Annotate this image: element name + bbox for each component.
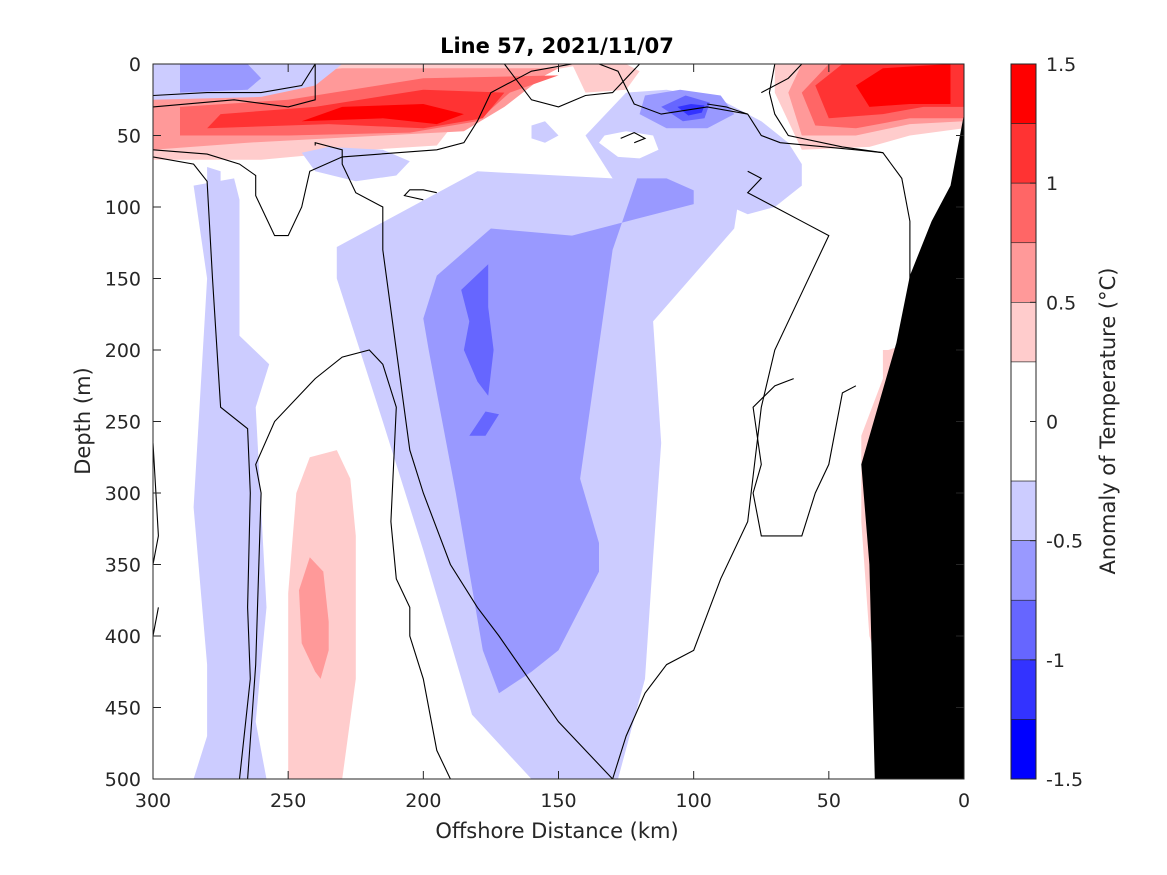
colorbar-band: [1010, 719, 1037, 780]
zero-contour-11: [598, 64, 964, 294]
colorbar-band: [1010, 302, 1037, 363]
y-tick-label: 150: [105, 269, 141, 291]
region-band-deep-blue-core: [461, 264, 494, 396]
region-band-top-red-left-5: [301, 104, 464, 125]
contour-regions: [153, 64, 964, 779]
y-tick-label: 450: [105, 698, 141, 720]
zero-contour-3: [153, 156, 251, 779]
zero-contour-lines: [153, 64, 964, 779]
colorbar-title: Anomaly of Temperature (°C): [1096, 268, 1120, 575]
colorbar-tick-label: -1.5: [1046, 769, 1083, 791]
y-tick-label: 400: [105, 626, 141, 648]
zero-contour-7: [503, 64, 640, 108]
region-band-top-blue-hole-2: [207, 167, 221, 186]
zero-contour-0: [153, 64, 316, 97]
colorbar-tick-label: 1.5: [1046, 54, 1076, 76]
y-axis: 0 50 100 150 200 250 300 350 400 450 500: [105, 54, 964, 791]
zero-contour-10: [403, 189, 437, 201]
x-tick-label: 200: [405, 790, 441, 812]
colorbar-band: [1010, 599, 1037, 661]
region-band-top-red-right-5: [855, 64, 951, 107]
y-tick-label: 350: [105, 555, 141, 577]
y-axis-title: Depth (m): [71, 367, 95, 474]
region-band-left-blue-column: [193, 178, 270, 779]
zero-contour-4: [153, 442, 159, 565]
x-tick-label: 150: [540, 790, 576, 812]
y-tick-label: 300: [105, 483, 141, 505]
zero-contour-5: [153, 607, 159, 637]
x-axis: 300 250 200 150 100 50 0: [135, 64, 970, 812]
y-tick-label: 500: [105, 769, 141, 791]
colorbar-band: [1010, 182, 1037, 244]
zero-contour-2: [153, 64, 573, 237]
colorbar-band: [1010, 480, 1037, 541]
y-tick-label: 0: [129, 54, 141, 76]
colorbar-tick-label: 0.5: [1046, 292, 1076, 314]
region-band-top-blue-left-2: [180, 64, 262, 93]
region-band-left-pink-inner: [299, 557, 329, 679]
x-axis-title: Offshore Distance (km): [435, 819, 678, 843]
zero-contour-8: [314, 141, 613, 779]
x-tick-label: 50: [817, 790, 841, 812]
chart-title: Line 57, 2021/11/07: [440, 34, 674, 58]
x-tick-label: 250: [270, 790, 306, 812]
colorbar-tick-label: -1: [1046, 650, 1065, 672]
region-band-top-blue-hole: [531, 121, 559, 143]
zero-contour-15: [612, 170, 830, 779]
y-tick-label: 50: [117, 126, 141, 148]
region-seafloor: [861, 114, 964, 779]
y-tick-label: 100: [105, 197, 141, 219]
colorbar: 1.5 1 0.5 0 -0.5 -1 -1.5: [1010, 54, 1083, 791]
region-band-deep-blue-2: [469, 411, 499, 436]
colorbar-band: [1010, 123, 1037, 184]
y-tick-label: 250: [105, 412, 141, 434]
y-tick-label: 200: [105, 340, 141, 362]
region-band-top-blue-small: [301, 146, 410, 182]
region-band-top-red-mid: [572, 64, 640, 93]
colorbar-band: [1010, 659, 1037, 720]
x-tick-label: 300: [135, 790, 171, 812]
region-band-mid-blue-core: [423, 167, 694, 694]
colorbar-tick-label: 1: [1046, 173, 1058, 195]
colorbar-tick-label: -0.5: [1046, 531, 1083, 553]
zero-contour-13: [768, 64, 883, 154]
x-tick-label: 0: [958, 790, 970, 812]
region-band-top-blue-mid: [585, 89, 802, 215]
zero-contour-14: [752, 378, 857, 537]
colorbar-tick-label: 0: [1046, 412, 1058, 434]
zero-contour-16: [707, 103, 748, 115]
x-tick-label: 100: [676, 790, 712, 812]
colorbar-band: [1010, 540, 1037, 601]
colorbar-band: [1010, 242, 1037, 303]
zero-contour-1: [153, 64, 316, 108]
colorbar-band: [1010, 63, 1037, 124]
zero-contour-9: [620, 131, 647, 144]
zero-contour-6: [247, 349, 451, 779]
plot-area: [152, 63, 965, 780]
